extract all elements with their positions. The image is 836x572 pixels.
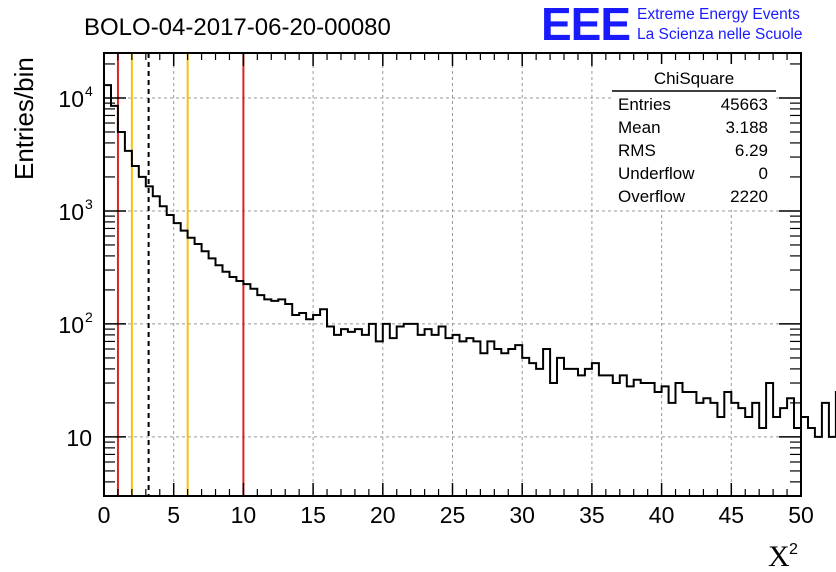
stats-underflow-label: Underflow — [618, 164, 695, 183]
stats-overflow-value: 2220 — [730, 187, 768, 206]
x-tick-label: 30 — [509, 502, 535, 528]
y-tick-label-exponent: 2 — [85, 309, 93, 325]
x-tick-labels: 0 5 10 15 20 25 30 35 40 45 50 — [98, 502, 814, 528]
stats-rms-label: RMS — [618, 141, 656, 160]
stats-underflow-value: 0 — [759, 164, 768, 183]
eee-logo: EEE Extreme Energy Events La Scienza nel… — [541, 0, 802, 50]
eee-logo-letters: EEE — [541, 0, 630, 50]
stats-box: ChiSquare Entries 45663 Mean 3.188 RMS 6… — [612, 64, 776, 210]
x-tick-label: 5 — [167, 502, 180, 528]
stats-rms-value: 6.29 — [735, 141, 768, 160]
y-tick-label: 10 — [66, 425, 92, 451]
x-tick-label: 0 — [98, 502, 111, 528]
y-tick-label: 10 — [58, 312, 84, 338]
x-tick-label: 45 — [719, 502, 745, 528]
x-tick-label: 10 — [231, 502, 257, 528]
x-tick-label: 35 — [579, 502, 605, 528]
x-tick-label: 20 — [370, 502, 396, 528]
stats-overflow-label: Overflow — [618, 187, 686, 206]
y-tick-label-exponent: 4 — [85, 83, 93, 99]
stats-box-title: ChiSquare — [654, 69, 734, 88]
histogram-series — [104, 84, 836, 438]
y-tick-label: 10 — [58, 86, 84, 112]
stats-entries-label: Entries — [618, 95, 671, 114]
x-axis-label-base: X — [768, 540, 790, 572]
y-tick-label-exponent: 3 — [85, 196, 93, 212]
eee-logo-line2: La Scienza nelle Scuole — [637, 26, 802, 43]
threshold-lines — [116, 53, 245, 496]
chart-title: BOLO-04-2017-06-20-00080 — [84, 14, 391, 41]
x-tick-label: 25 — [440, 502, 466, 528]
stats-box-background — [612, 64, 776, 210]
y-axis-label: Entries/bin — [9, 57, 39, 180]
axis-ticks — [103, 53, 802, 497]
stats-mean-label: Mean — [618, 118, 661, 137]
eee-logo-line1: Extreme Energy Events — [637, 6, 800, 23]
x-axis-label-superscript: 2 — [789, 541, 798, 558]
x-tick-label: 40 — [649, 502, 675, 528]
x-axis-label: X 2 — [768, 540, 798, 572]
stats-entries-value: 45663 — [721, 95, 768, 114]
y-tick-label: 10 — [58, 199, 84, 225]
x-tick-label: 50 — [788, 502, 814, 528]
stats-mean-value: 3.188 — [725, 118, 768, 137]
x-tick-label: 15 — [300, 502, 326, 528]
